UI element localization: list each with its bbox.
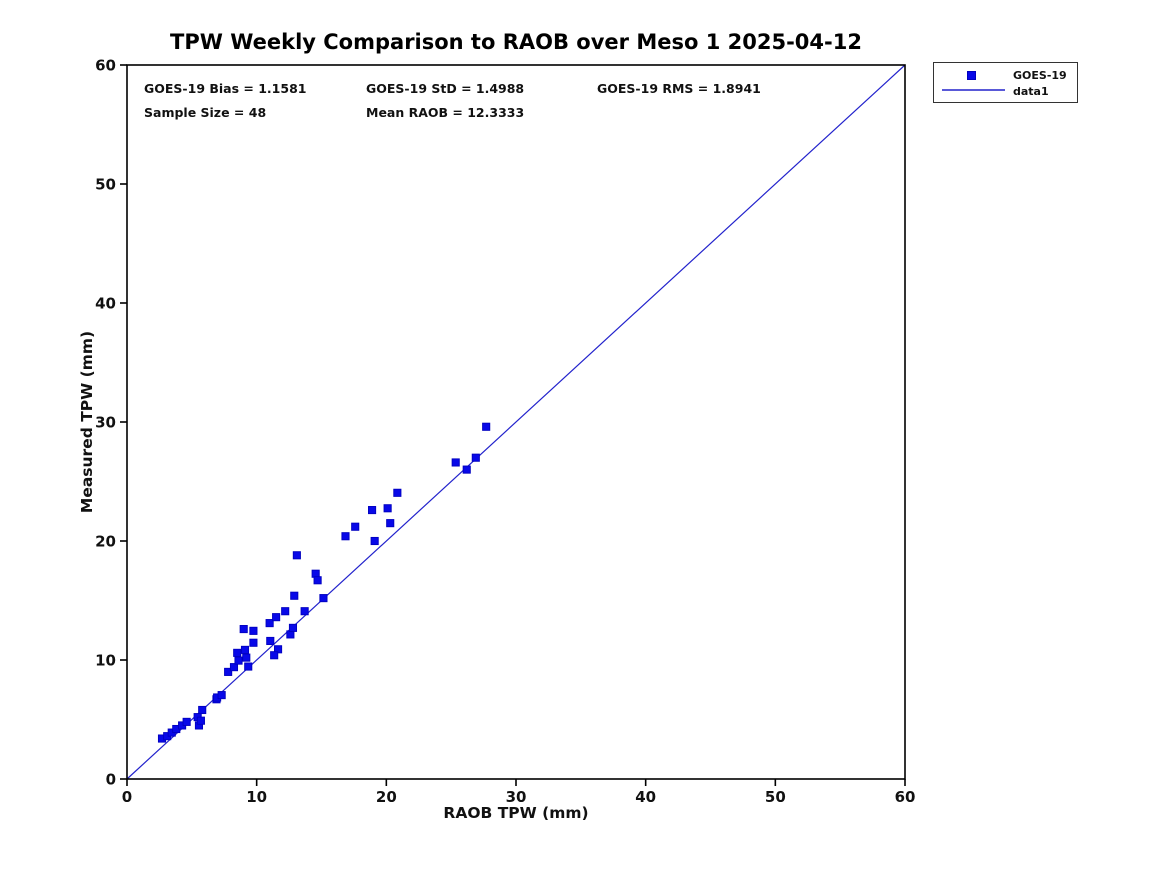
x-tick-label: 60 xyxy=(895,788,916,806)
data-point xyxy=(313,576,322,585)
data-point xyxy=(462,465,471,474)
chart-title: TPW Weekly Comparison to RAOB over Meso … xyxy=(170,30,862,54)
x-tick-label: 30 xyxy=(506,788,527,806)
data-point xyxy=(482,422,491,431)
data-point xyxy=(383,504,392,513)
data-point xyxy=(370,536,379,546)
data-point xyxy=(290,591,299,600)
y-tick-label: 60 xyxy=(95,57,116,75)
y-tick-label: 10 xyxy=(95,652,116,670)
legend-box: GOES-19 data1 xyxy=(933,62,1078,103)
data-point xyxy=(319,594,328,603)
x-tick-label: 0 xyxy=(122,788,132,806)
data-point xyxy=(451,458,460,467)
data-point xyxy=(386,519,395,528)
stat-mean-raob: Mean RAOB = 12.3333 xyxy=(366,105,525,120)
data-point xyxy=(242,653,251,662)
data-point xyxy=(249,638,258,647)
legend-label-goes19: GOES-19 xyxy=(1013,69,1067,82)
stat-sample-size: Sample Size = 48 xyxy=(144,105,267,120)
data-point xyxy=(368,506,377,515)
legend-line-icon xyxy=(942,89,1005,91)
data-point xyxy=(292,551,301,560)
data-point xyxy=(341,532,350,541)
x-tick-label: 50 xyxy=(765,788,786,806)
y-tick-label: 50 xyxy=(95,176,116,194)
x-axis-label: RAOB TPW (mm) xyxy=(443,804,589,822)
data-point xyxy=(265,619,274,628)
data-point xyxy=(281,607,290,616)
data-point xyxy=(182,717,191,726)
data-point xyxy=(270,651,279,660)
y-axis-ticks: 0 10 20 30 40 50 60 xyxy=(95,57,127,789)
y-tick-label: 30 xyxy=(95,414,116,432)
stat-std: GOES-19 StD = 1.4988 xyxy=(366,81,525,96)
legend-label-data1: data1 xyxy=(1013,85,1049,98)
x-tick-label: 20 xyxy=(376,788,397,806)
y-tick-label: 0 xyxy=(106,771,116,789)
data-point xyxy=(393,488,402,497)
data-point xyxy=(351,522,360,531)
data-point xyxy=(244,662,253,671)
stat-rms: GOES-19 RMS = 1.8941 xyxy=(597,81,761,96)
data-point xyxy=(224,667,233,676)
data-point xyxy=(234,656,243,665)
x-axis-ticks: 0 10 20 30 40 50 60 xyxy=(122,779,916,806)
data-point xyxy=(288,623,298,632)
data-point xyxy=(272,613,281,622)
data-point xyxy=(217,691,226,700)
data-point xyxy=(300,607,309,616)
data-point xyxy=(266,636,275,646)
legend-square-marker-icon xyxy=(967,71,976,80)
data-point xyxy=(233,648,242,657)
data-point xyxy=(198,705,207,715)
x-tick-label: 10 xyxy=(246,788,267,806)
data-point xyxy=(196,716,205,725)
series-goes-19 xyxy=(157,422,491,743)
y-tick-label: 20 xyxy=(95,533,116,551)
x-tick-label: 40 xyxy=(635,788,656,806)
data-point xyxy=(471,453,480,462)
data-point xyxy=(229,663,239,672)
data-point xyxy=(239,625,248,634)
y-tick-label: 40 xyxy=(95,295,116,313)
y-axis-label: Measured TPW (mm) xyxy=(78,330,96,514)
data-point xyxy=(240,645,250,654)
identity-line xyxy=(126,64,906,780)
stat-bias: GOES-19 Bias = 1.1581 xyxy=(144,81,307,96)
data-point xyxy=(249,626,258,635)
